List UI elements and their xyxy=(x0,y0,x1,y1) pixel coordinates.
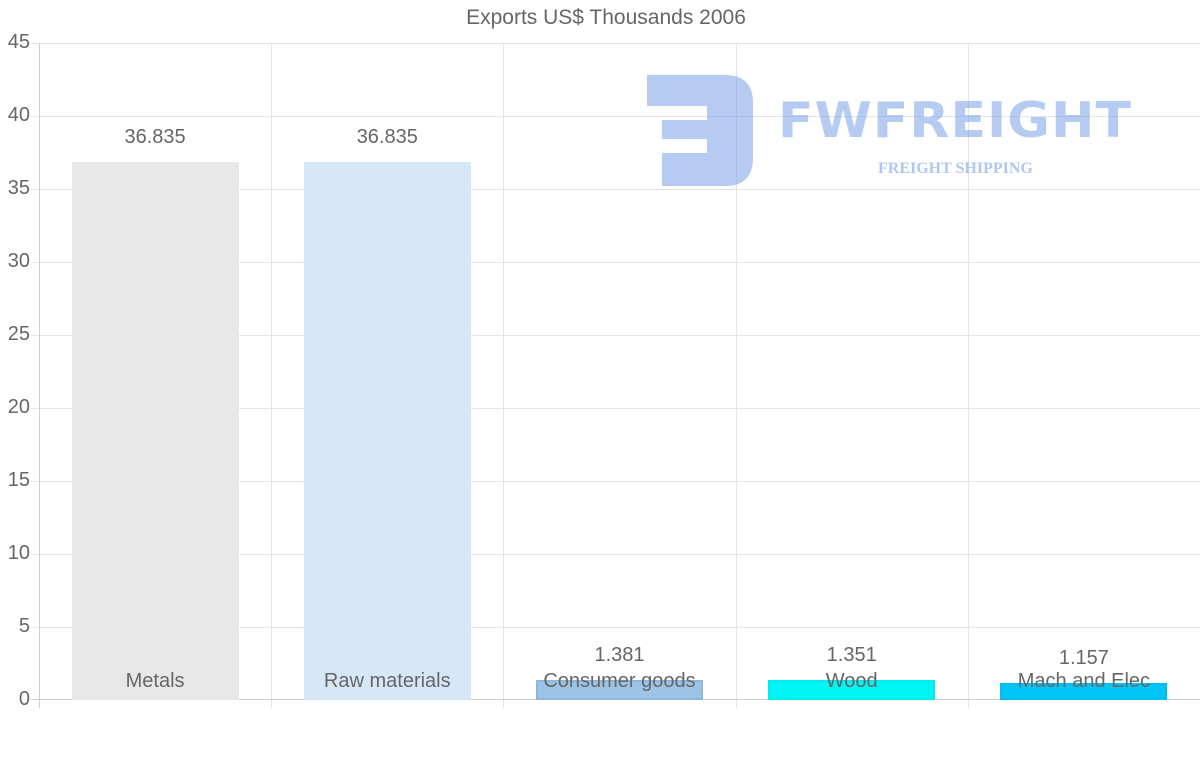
bar-value-label: 1.157 xyxy=(1058,647,1109,670)
vertical-gridline xyxy=(271,43,273,708)
y-tick-label: 15 xyxy=(7,469,30,491)
horizontal-gridline xyxy=(31,481,1200,482)
horizontal-gridline xyxy=(31,116,1200,117)
y-tick-label: 10 xyxy=(7,542,30,564)
fwfreight-logo-icon xyxy=(647,75,753,186)
vertical-gridline xyxy=(967,43,969,708)
bar-wood[interactable] xyxy=(768,680,936,700)
y-tick-label: 5 xyxy=(18,615,30,637)
bar-value-label: 1.351 xyxy=(826,644,877,667)
x-tick-label: Metals xyxy=(125,670,185,692)
bar-value-label: 1.381 xyxy=(594,643,645,666)
y-tick-label: 35 xyxy=(7,177,30,199)
x-tick-label: Mach and Elec xyxy=(1017,670,1151,692)
bar-consumer-goods[interactable] xyxy=(535,679,704,700)
y-tick-label: 30 xyxy=(7,250,30,272)
vertical-gridline xyxy=(735,43,737,708)
y-tick-label: 40 xyxy=(7,104,30,126)
horizontal-gridline xyxy=(31,408,1200,409)
bar-value-label: 36.835 xyxy=(124,126,186,149)
vertical-gridline xyxy=(503,43,505,708)
horizontal-gridline xyxy=(31,189,1200,190)
y-axis-line xyxy=(39,43,40,708)
plot-area: 36.835 36.835 1.381 1.351 1.157 xyxy=(31,43,1200,708)
y-tick-label: 0 xyxy=(18,688,30,710)
y-tick-label: 45 xyxy=(7,31,30,53)
watermark-brand: FWFREIGHT xyxy=(778,92,1132,150)
horizontal-gridline xyxy=(31,554,1200,555)
bar-raw-materials[interactable] xyxy=(303,162,471,700)
bar-metals[interactable] xyxy=(71,162,239,700)
horizontal-gridline xyxy=(31,43,1200,44)
horizontal-gridline xyxy=(31,335,1200,336)
bar-value-label: 36.835 xyxy=(356,126,418,149)
x-tick-label: Consumer goods xyxy=(543,670,696,692)
horizontal-gridline xyxy=(31,262,1200,263)
y-tick-label: 25 xyxy=(7,323,30,345)
fwfreight-watermark-logo: FWFREIGHT FREIGHT SHIPPING xyxy=(645,73,1155,188)
bar-mach-and-elec[interactable] xyxy=(1000,683,1168,700)
x-tick-label: Raw materials xyxy=(323,670,451,692)
chart-title: Exports US$ Thousands 2006 xyxy=(466,6,746,29)
x-tick-label: Wood xyxy=(825,670,878,692)
watermark-tagline: FREIGHT SHIPPING xyxy=(878,160,1033,177)
horizontal-gridline xyxy=(31,627,1200,628)
y-tick-label: 20 xyxy=(7,396,30,418)
